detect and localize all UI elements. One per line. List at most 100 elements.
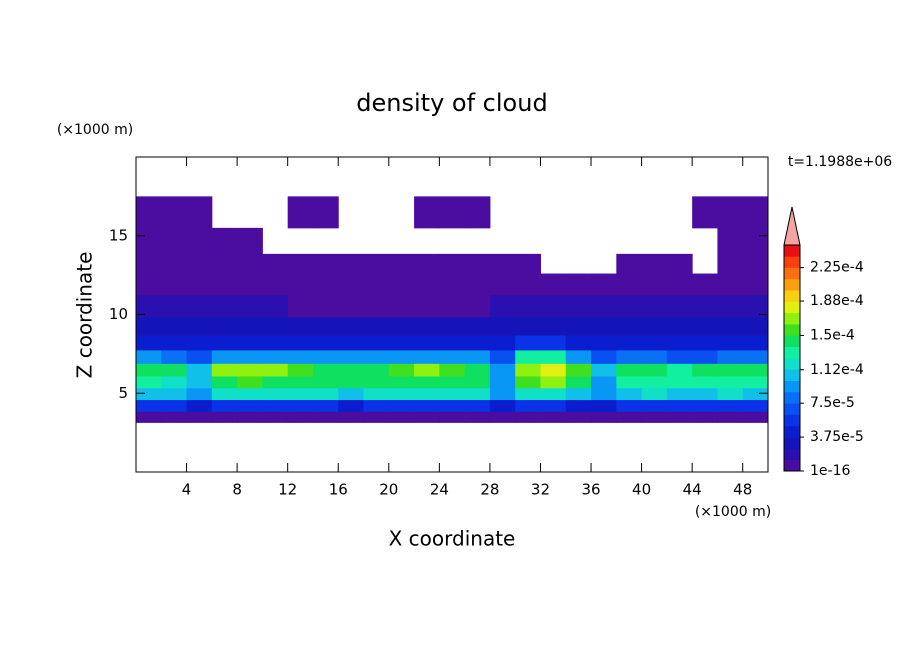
contour-cell: [363, 411, 390, 423]
x-tick-label: 48: [733, 481, 752, 499]
contour-cell: [717, 363, 744, 377]
contour-cell: [388, 316, 415, 336]
contour-cell: [717, 294, 744, 318]
contour-cell: [388, 253, 415, 275]
contour-cell: [515, 253, 541, 275]
contour-cell: [591, 363, 617, 377]
contour-cell: [540, 399, 567, 412]
contour-cell: [515, 363, 541, 377]
x-tick-label: 20: [379, 481, 398, 499]
contour-cell: [363, 375, 390, 389]
contour-cell: [312, 349, 339, 364]
contour-cell: [338, 273, 365, 296]
contour-cell: [161, 411, 188, 423]
colorbar-swatch: [784, 414, 800, 427]
contour-cell: [666, 399, 693, 412]
colorbar-swatch: [784, 380, 800, 393]
contour-cell: [186, 363, 213, 377]
colorbar-swatch: [784, 290, 800, 302]
contour-cell: [136, 349, 162, 364]
contour-cell: [161, 334, 188, 351]
contour-cell: [616, 316, 643, 336]
contour-cell: [591, 375, 617, 389]
contour-cell: [540, 316, 567, 336]
contour-cell: [414, 273, 440, 296]
contour-cell: [616, 363, 643, 377]
contour-cell: [338, 375, 365, 389]
colorbar-swatch: [784, 267, 800, 280]
contour-cell: [414, 387, 440, 401]
x-tick-label: 40: [632, 481, 651, 499]
colorbar-tick-label: 1.5e-4: [810, 327, 855, 343]
contour-cell: [742, 375, 769, 389]
contour-cell: [186, 253, 213, 275]
contour-cell: [338, 349, 365, 364]
contour-cell: [414, 294, 440, 318]
contour-cell: [287, 411, 314, 423]
contour-cell: [186, 227, 213, 255]
contour-cell: [742, 273, 769, 296]
contour-cell: [616, 349, 643, 364]
contour-cell: [262, 273, 289, 296]
colorbar-swatch: [784, 346, 800, 359]
contour-cell: [591, 273, 617, 296]
contour-cell: [186, 387, 213, 401]
contour-cell: [515, 294, 541, 318]
contour-cell: [363, 334, 390, 351]
contour-cell: [287, 363, 314, 377]
contour-cell: [262, 349, 289, 364]
x-tick-label: 16: [329, 481, 348, 499]
contour-cell: [136, 227, 162, 255]
colorbar-swatch: [784, 437, 800, 449]
contour-cell: [211, 349, 238, 364]
contour-cell: [388, 399, 415, 412]
colorbar-swatch: [784, 278, 800, 291]
contour-cell: [136, 196, 162, 229]
contour-cell: [161, 196, 188, 229]
contour-cell: [717, 227, 744, 255]
contour-cell: [692, 349, 718, 364]
chart-title: density of cloud: [356, 89, 547, 117]
contour-cell: [692, 363, 718, 377]
contour-cell: [641, 253, 668, 275]
contour-cell: [136, 375, 162, 389]
contour-cell: [540, 334, 567, 351]
contour-cell: [515, 273, 541, 296]
contour-cell: [287, 399, 314, 412]
contour-cell: [565, 387, 592, 401]
contour-cell: [439, 196, 466, 229]
contour-cell: [186, 411, 213, 423]
colorbar-tick-label: 1.12e-4: [810, 362, 864, 378]
contour-cell: [136, 316, 162, 336]
contour-cell: [464, 411, 491, 423]
contour-cell: [136, 399, 162, 412]
contour-cell: [717, 253, 744, 275]
contour-cell: [641, 294, 668, 318]
contour-cell: [489, 411, 516, 423]
contour-cell: [363, 349, 390, 364]
contour-cell: [666, 375, 693, 389]
contour-cell: [363, 294, 390, 318]
contour-cell: [591, 387, 617, 401]
contour-cell: [161, 227, 188, 255]
contour-cell: [489, 253, 516, 275]
contour-cell: [414, 363, 440, 377]
contour-cell: [565, 399, 592, 412]
contour-cell: [338, 387, 365, 401]
colorbar-tick-label: 2.25e-4: [810, 260, 864, 276]
contour-cell: [540, 273, 567, 296]
contour-cell: [388, 273, 415, 296]
contour-cell: [666, 273, 693, 296]
contour-cell: [262, 363, 289, 377]
contour-cell: [666, 316, 693, 336]
contour-cell: [414, 411, 440, 423]
contour-cell: [439, 273, 466, 296]
contour-cell: [742, 227, 769, 255]
contour-cell: [464, 363, 491, 377]
colorbar-swatch: [784, 459, 800, 472]
contour-cell: [262, 334, 289, 351]
contour-cell: [515, 316, 541, 336]
contour-cell: [161, 349, 188, 364]
colorbar: 1e-16 3.75e-5 7.5e-5 1.12e-4 1.5e-4 1.88e-4 2.…: [783, 206, 864, 479]
